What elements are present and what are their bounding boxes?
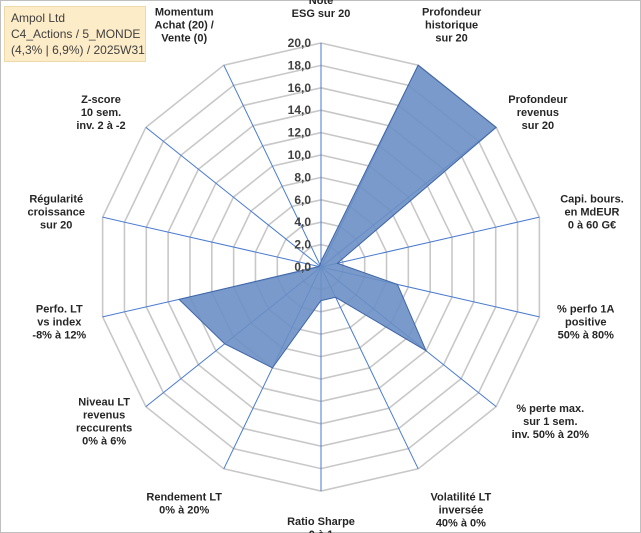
axis-label: Z-score 10 sem. inv. 2 à -2 — [76, 94, 125, 132]
axis-label: Régularité croissance sur 20 — [27, 193, 84, 231]
axis-label-line: vs index — [37, 317, 82, 329]
axis-label-line: % perfo 1A — [557, 304, 615, 316]
axis-label: Rendement LT 0% à 20% — [146, 491, 222, 516]
chart-title-box: Ampol Ltd C4_Actions / 5_MONDE (4,3% | 6… — [4, 6, 146, 62]
axis-label: Perfo. LT vs index -8% à 12% — [32, 304, 86, 342]
axis-label-line: croissance — [27, 206, 84, 218]
radar-series — [178, 64, 497, 369]
tick-label: 20,0 — [288, 36, 312, 50]
axis-label-line: positive — [565, 317, 607, 329]
axis-label-line: inversée — [439, 504, 484, 516]
axis-label-line: ESG sur 20 — [292, 8, 351, 20]
axis-label: Capi. bours. en MdEUR 0 à 60 G€ — [560, 193, 624, 231]
axis-spoke — [102, 216, 322, 268]
axis-label-line: revenus — [517, 107, 559, 119]
axis-spoke — [320, 266, 419, 470]
axis-label: % perte max. sur 1 sem. inv. 50% à 20% — [512, 403, 590, 441]
tick-label: 10,0 — [288, 148, 312, 162]
axis-label-line: 0% à 20% — [159, 504, 209, 516]
axis-label: Ratio Sharpe0 à 1 — [287, 516, 355, 533]
tick-label: 18,0 — [288, 58, 312, 72]
axis-label-line: Capi. bours. — [560, 193, 624, 205]
axis-spoke — [223, 64, 322, 268]
axis-spoke — [320, 216, 540, 268]
axis-label-line: Niveau LT — [78, 397, 130, 409]
tick-label: 4,0 — [294, 215, 311, 229]
axis-label-line: % perte max. — [516, 403, 584, 415]
axis-label: % perfo 1A positive 50% à 80% — [557, 304, 615, 342]
axis-label: Note ESG sur 20 — [292, 0, 351, 20]
axis-label-line: -8% à 12% — [32, 330, 86, 342]
axis-label-line: Régularité — [29, 193, 83, 205]
axis-label-line: Rendement LT — [146, 491, 222, 503]
axis-label-line: Note — [309, 0, 333, 7]
tick-label: 6,0 — [294, 193, 311, 207]
radar-axis-labels: Note ESG sur 20 Profondeur historique sur 20… — [27, 0, 623, 533]
axis-label-line: Perfo. LT — [36, 304, 83, 316]
axis-label-line: Profondeur — [508, 94, 568, 106]
axis-label: Profondeur revenus sur 20 — [508, 94, 568, 132]
axis-label-line: en MdEUR — [564, 206, 619, 218]
axis-label-line: sur 1 sem. — [523, 416, 577, 428]
tick-label: 12,0 — [288, 126, 312, 140]
axis-label-line: revenus — [83, 410, 125, 422]
axis-label: Profondeur historique sur 20 — [422, 7, 482, 45]
axis-label-line: inv. 50% à 20% — [512, 429, 590, 441]
tick-label: 16,0 — [288, 81, 312, 95]
axis-label-line: sur 20 — [435, 33, 467, 45]
axis-label-line: 0 à 1 — [309, 529, 333, 533]
axis-label-line: Profondeur — [422, 7, 482, 19]
axis-label-line: 40% à 0% — [436, 517, 486, 529]
axis-label: Volatilité LT inversée 40% à 0% — [431, 491, 492, 529]
axis-label-line: Momentum — [155, 7, 214, 19]
tick-label: 2,0 — [294, 238, 311, 252]
axis-label-line: Vente (0) — [161, 33, 207, 45]
tick-label: 14,0 — [288, 103, 312, 117]
performance-period: (4,3% | 6,9%) / 2025W31 — [11, 43, 145, 57]
axis-label-line: historique — [425, 20, 478, 32]
portfolio-category: C4_Actions / 5_MONDE — [11, 27, 141, 41]
axis-label-line: 0% à 6% — [82, 436, 126, 448]
radar-tick-labels: 0,0 2,0 4,0 6,0 8,0 10,0 12,0 14,0 16,0 18,0 20,0 — [288, 36, 312, 274]
axis-label-line: 0 à 60 G€ — [568, 219, 616, 231]
axis-label-line: 50% à 80% — [558, 330, 614, 342]
tick-label: 8,0 — [294, 170, 311, 184]
axis-label-line: Ratio Sharpe — [287, 516, 355, 528]
axis-spoke — [145, 126, 322, 268]
axis-label-line: sur 20 — [40, 219, 72, 231]
axis-label-line: Z-score — [81, 94, 121, 106]
tick-label: 0,0 — [294, 260, 311, 274]
axis-label: Momentum Achat (20) / Vente (0) — [155, 7, 214, 45]
axis-label-line: Volatilité LT — [431, 491, 492, 503]
axis-label-line: inv. 2 à -2 — [76, 120, 125, 132]
axis-label-line: Achat (20) / — [155, 20, 214, 32]
axis-label: Niveau LT revenus reccurents 0% à 6% — [76, 397, 132, 448]
company-name: Ampol Ltd — [11, 11, 66, 25]
axis-label-line: sur 20 — [522, 120, 554, 132]
axis-label-line: 10 sem. — [81, 107, 121, 119]
series-area — [178, 64, 497, 369]
axis-label-line: reccurents — [76, 423, 132, 435]
